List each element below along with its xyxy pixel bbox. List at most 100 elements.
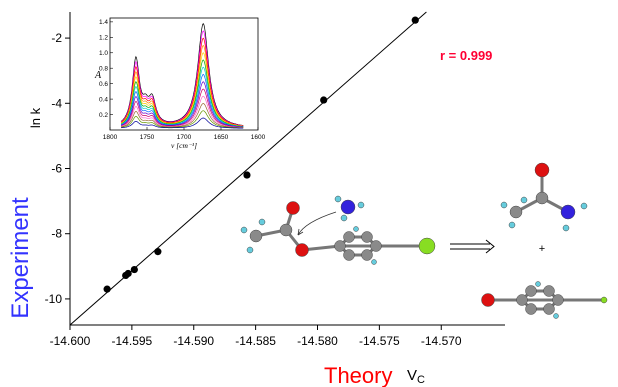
- y-axis-label: Experiment: [7, 197, 34, 319]
- hydrogen-atom: [353, 226, 359, 232]
- hydrogen-atom: [357, 201, 365, 209]
- inset-spectrum-series: [120, 22, 244, 126]
- hydrogen-atom: [520, 196, 528, 204]
- main-axes: -14.600 -14.595 -14.590 -14.585 -14.580 -14.5…: [45, 12, 505, 348]
- inset-spectrum-series: [121, 117, 244, 129]
- y-tick-label: -4: [51, 96, 62, 110]
- x-tick-label: -14.600: [50, 334, 91, 348]
- inset-spectrum-series: [121, 95, 244, 128]
- inset-spectrum-series: [120, 52, 244, 127]
- chlorine-atom: [418, 237, 436, 255]
- hydrogen-atom: [340, 214, 348, 222]
- product-ring-carbon-atom: [525, 285, 537, 297]
- inset-x-tick-label: 1600: [251, 134, 266, 141]
- inset-spectrum-series: [120, 37, 244, 127]
- inset-y-tick-label: 0.2: [99, 112, 108, 119]
- inset-x-tick-label: 1800: [103, 134, 118, 141]
- inset-y-tick-label: 1.0: [99, 50, 108, 57]
- hydrogen-atom: [246, 246, 254, 254]
- inset-spectrum-series: [120, 81, 244, 128]
- reaction-arrow-head: [485, 239, 495, 254]
- hydrogen-atom: [553, 313, 559, 319]
- product-ring-carbon-atom: [543, 285, 555, 297]
- reactant-ring-carbon-atom: [370, 240, 382, 252]
- reactant-ring-carbon-atom: [361, 231, 373, 243]
- y-tick-label: -6: [51, 162, 62, 176]
- inset-y-tick-label: 1.2: [99, 35, 108, 42]
- nitrogen-atom: [560, 204, 576, 220]
- inset-spectrum-series: [120, 30, 244, 127]
- inset-y-tick-label: 0.4: [99, 96, 108, 103]
- hydrogen-atom: [562, 224, 570, 232]
- hydrogen-atom: [535, 281, 541, 287]
- inset-x-tick-label: 1700: [177, 134, 192, 141]
- data-points: [103, 16, 419, 293]
- hydrogen-atom: [580, 202, 588, 210]
- attack-arrow: [297, 211, 337, 236]
- x-tick-label: -14.570: [421, 334, 462, 348]
- reactant-ring-carbon-atom: [334, 240, 346, 252]
- data-point: [411, 16, 419, 24]
- inset-frame: [109, 17, 259, 131]
- inset-spectrum-series: [120, 66, 244, 128]
- x-axis-symbol-sub: C: [417, 374, 425, 386]
- x-axis-symbol: VC: [407, 367, 425, 386]
- inset-y-tick-label: 0.6: [99, 81, 108, 88]
- inset-x-tick-label: 1750: [140, 134, 155, 141]
- product-ring-carbon-atom: [543, 303, 555, 315]
- carbon-atom: [535, 191, 549, 205]
- data-point: [130, 265, 138, 274]
- attack-arrow-head: [297, 228, 304, 236]
- product-ring-carbon-atom: [516, 294, 528, 306]
- hydrogen-atom: [334, 195, 342, 203]
- y-axis-symbol: ln k: [28, 107, 43, 128]
- inset-y-axis-label: A: [94, 70, 102, 81]
- x-tick-label: -14.585: [235, 334, 276, 348]
- x-tick-label: -14.590: [173, 334, 214, 348]
- chlorine-atom: [600, 296, 608, 304]
- inset-x-tick-label: 1650: [214, 134, 229, 141]
- inset-spectrum-series: [120, 59, 244, 127]
- hydrogen-atom: [240, 226, 248, 234]
- data-point: [320, 96, 328, 104]
- inset-spectrum: 1800 1750 1700 1650 1600 0.2 0.4 0.6 0.8 1.0 1.2 1.…: [94, 17, 266, 150]
- data-point: [103, 285, 111, 293]
- nitrogen-atom: [340, 199, 356, 215]
- hydrogen-atom: [371, 259, 377, 265]
- x-axis-label: Theory: [324, 363, 392, 387]
- x-tick-label: -14.595: [112, 334, 153, 348]
- inset-y-tick-label: 1.4: [99, 19, 108, 26]
- inset-y-tick-label: 0.8: [99, 65, 108, 72]
- y-tick-label: -10: [45, 292, 63, 306]
- plus-sign: +: [539, 243, 545, 255]
- oxygen-atom: [295, 243, 309, 257]
- x-tick-label: -14.575: [359, 334, 400, 348]
- data-point: [154, 248, 162, 256]
- inset-spectrum-series: [121, 110, 244, 129]
- y-tick-label: -2: [51, 31, 62, 45]
- y-tick-label: -8: [51, 227, 62, 241]
- product-ring-carbon-atom: [552, 294, 564, 306]
- r-annotation: r = 0.999: [440, 48, 492, 63]
- hydrogen-atom: [508, 221, 516, 229]
- reactant-ring-carbon-atom: [361, 249, 373, 261]
- oxygen-atom: [481, 293, 495, 307]
- product-ring-carbon-atom: [525, 303, 537, 315]
- oxygen-atom: [534, 162, 550, 178]
- carbon-atom: [279, 223, 293, 237]
- data-point: [243, 171, 251, 179]
- hydrogen-atom: [500, 201, 508, 209]
- inset-spectrum-series: [120, 73, 244, 128]
- reaction-scheme: +: [240, 162, 608, 319]
- inset-x-axis-label: ν [cm⁻¹]: [171, 141, 197, 150]
- oxygen-atom: [286, 201, 300, 215]
- data-point: [124, 269, 132, 278]
- carbon-atom: [249, 229, 263, 243]
- inset-spectrum-series: [120, 44, 244, 127]
- x-tick-label: -14.580: [297, 334, 338, 348]
- hydrogen-atom: [258, 218, 266, 226]
- reactant-ring-carbon-atom: [343, 249, 355, 261]
- reactant-ring-carbon-atom: [343, 231, 355, 243]
